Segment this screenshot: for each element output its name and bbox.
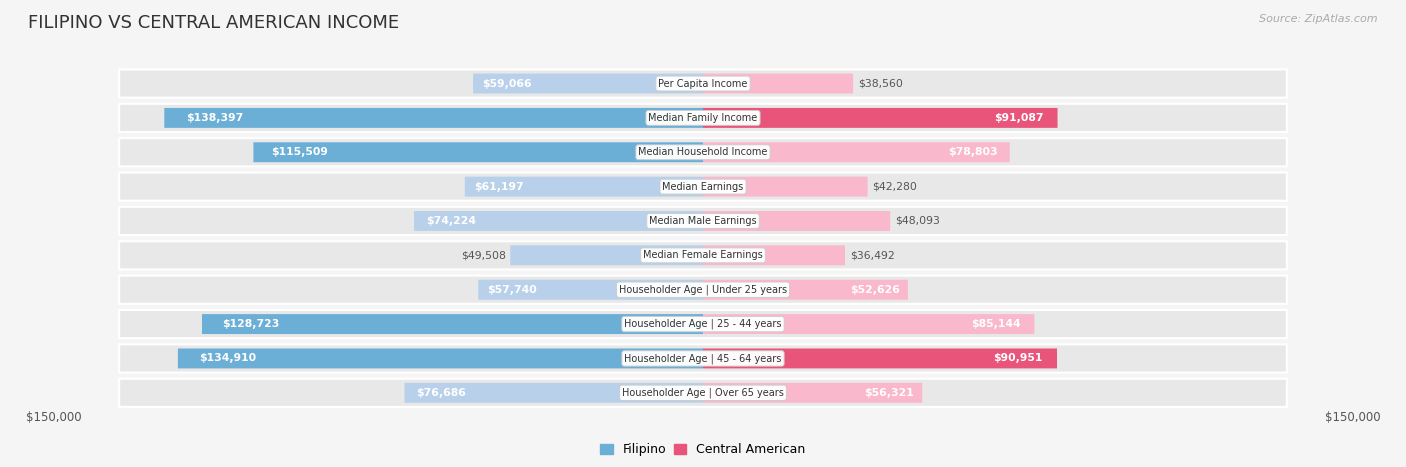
FancyBboxPatch shape xyxy=(120,207,1286,235)
Text: $42,280: $42,280 xyxy=(872,182,917,191)
FancyBboxPatch shape xyxy=(703,383,922,403)
FancyBboxPatch shape xyxy=(202,314,703,334)
FancyBboxPatch shape xyxy=(120,276,1286,304)
Text: $61,197: $61,197 xyxy=(474,182,524,191)
Text: $91,087: $91,087 xyxy=(994,113,1043,123)
FancyBboxPatch shape xyxy=(703,280,908,300)
FancyBboxPatch shape xyxy=(703,142,1010,162)
Text: $138,397: $138,397 xyxy=(186,113,243,123)
Text: FILIPINO VS CENTRAL AMERICAN INCOME: FILIPINO VS CENTRAL AMERICAN INCOME xyxy=(28,14,399,32)
Text: Median Household Income: Median Household Income xyxy=(638,147,768,157)
Text: $150,000: $150,000 xyxy=(25,411,82,424)
FancyBboxPatch shape xyxy=(120,241,1286,269)
Legend: Filipino, Central American: Filipino, Central American xyxy=(595,439,811,461)
FancyBboxPatch shape xyxy=(415,211,703,231)
Text: $74,224: $74,224 xyxy=(426,216,475,226)
Text: Householder Age | 45 - 64 years: Householder Age | 45 - 64 years xyxy=(624,353,782,364)
FancyBboxPatch shape xyxy=(510,245,703,265)
FancyBboxPatch shape xyxy=(703,211,890,231)
FancyBboxPatch shape xyxy=(120,104,1286,132)
Text: $85,144: $85,144 xyxy=(972,319,1021,329)
FancyBboxPatch shape xyxy=(472,74,703,93)
Text: $115,509: $115,509 xyxy=(271,147,328,157)
FancyBboxPatch shape xyxy=(703,314,1035,334)
FancyBboxPatch shape xyxy=(120,344,1286,373)
FancyBboxPatch shape xyxy=(703,245,845,265)
FancyBboxPatch shape xyxy=(405,383,703,403)
Text: $134,910: $134,910 xyxy=(198,354,256,363)
Text: $76,686: $76,686 xyxy=(416,388,467,398)
FancyBboxPatch shape xyxy=(120,172,1286,201)
Text: Householder Age | Under 25 years: Householder Age | Under 25 years xyxy=(619,284,787,295)
Text: $49,508: $49,508 xyxy=(461,250,506,260)
Text: $150,000: $150,000 xyxy=(1324,411,1381,424)
Text: Median Female Earnings: Median Female Earnings xyxy=(643,250,763,260)
Text: Per Capita Income: Per Capita Income xyxy=(658,78,748,89)
Text: $36,492: $36,492 xyxy=(849,250,894,260)
Text: $59,066: $59,066 xyxy=(482,78,531,89)
Text: Householder Age | Over 65 years: Householder Age | Over 65 years xyxy=(621,388,785,398)
Text: $38,560: $38,560 xyxy=(858,78,903,89)
FancyBboxPatch shape xyxy=(465,177,703,197)
Text: $48,093: $48,093 xyxy=(894,216,939,226)
FancyBboxPatch shape xyxy=(478,280,703,300)
FancyBboxPatch shape xyxy=(703,74,853,93)
FancyBboxPatch shape xyxy=(120,379,1286,407)
Text: $128,723: $128,723 xyxy=(222,319,280,329)
FancyBboxPatch shape xyxy=(253,142,703,162)
FancyBboxPatch shape xyxy=(120,138,1286,166)
Text: $78,803: $78,803 xyxy=(948,147,997,157)
FancyBboxPatch shape xyxy=(120,70,1286,98)
FancyBboxPatch shape xyxy=(179,348,703,368)
Text: $56,321: $56,321 xyxy=(863,388,914,398)
Text: Householder Age | 25 - 44 years: Householder Age | 25 - 44 years xyxy=(624,319,782,329)
FancyBboxPatch shape xyxy=(703,177,868,197)
FancyBboxPatch shape xyxy=(120,310,1286,338)
Text: Source: ZipAtlas.com: Source: ZipAtlas.com xyxy=(1260,14,1378,24)
FancyBboxPatch shape xyxy=(165,108,703,128)
Text: $52,626: $52,626 xyxy=(849,285,900,295)
Text: $57,740: $57,740 xyxy=(488,285,537,295)
Text: Median Earnings: Median Earnings xyxy=(662,182,744,191)
Text: $90,951: $90,951 xyxy=(994,354,1043,363)
FancyBboxPatch shape xyxy=(703,108,1057,128)
Text: Median Male Earnings: Median Male Earnings xyxy=(650,216,756,226)
Text: Median Family Income: Median Family Income xyxy=(648,113,758,123)
FancyBboxPatch shape xyxy=(703,348,1057,368)
